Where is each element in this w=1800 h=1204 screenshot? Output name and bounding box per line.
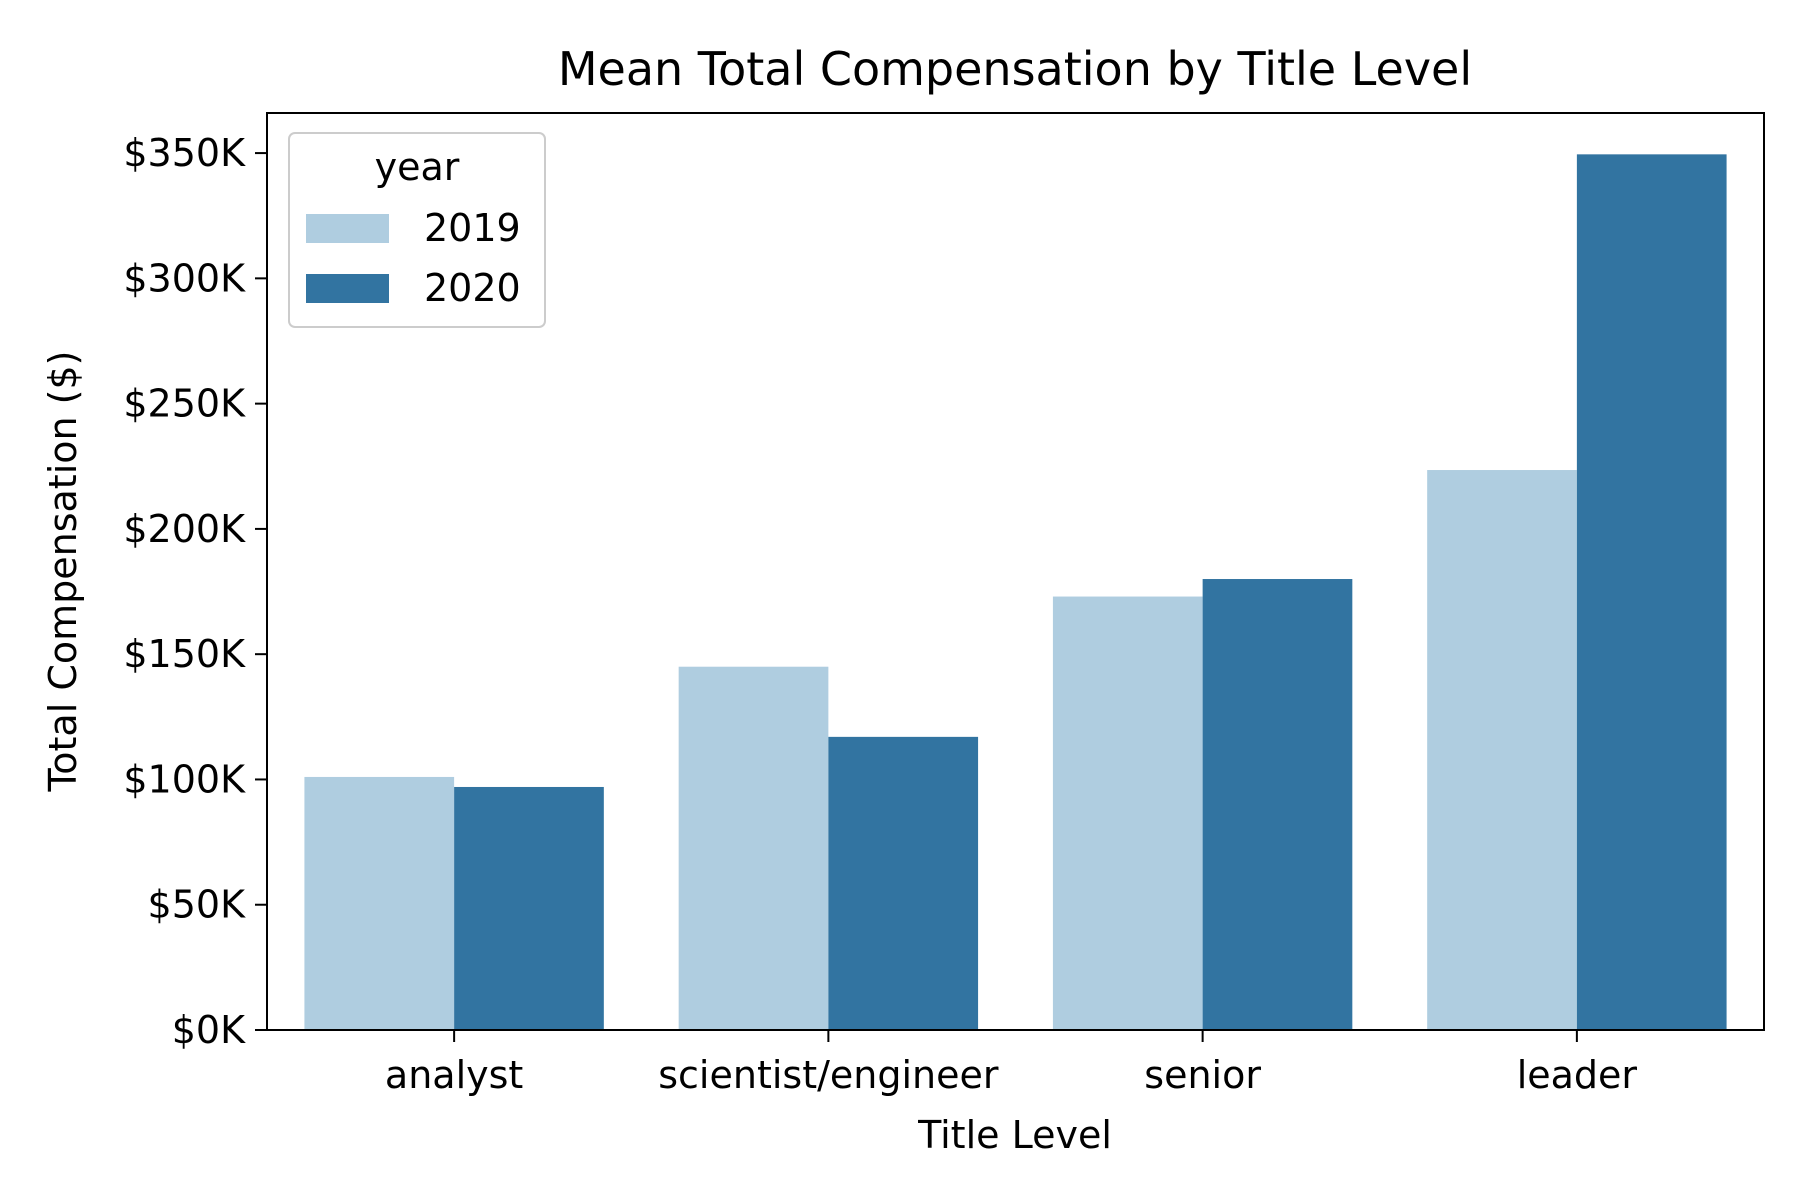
bar-scientist-engineer-2020 (828, 736, 979, 1030)
bar-leader-2020 (1576, 154, 1727, 1031)
y-tick-label: $50K (148, 883, 247, 927)
legend-swatch-2019 (306, 214, 389, 243)
chart-title: Mean Total Compensation by Title Level (558, 42, 1472, 96)
x-tick-label: senior (1144, 1053, 1261, 1097)
bar-senior-2019 (1052, 596, 1203, 1030)
x-axis-label: Title Level (917, 1113, 1112, 1157)
x-tick-label: analyst (385, 1053, 523, 1097)
bar-analyst-2019 (304, 776, 455, 1030)
y-axis-label: Total Compensation ($) (41, 351, 85, 793)
y-tick-label: $150K (123, 632, 246, 676)
legend-swatch-2020 (306, 274, 389, 303)
y-tick-label: $350K (123, 131, 246, 175)
bar-senior-2020 (1202, 579, 1353, 1030)
x-tick-label: scientist/engineer (658, 1053, 999, 1097)
bars (304, 154, 1727, 1031)
x-tick-label: leader (1517, 1053, 1638, 1097)
bar-leader-2019 (1427, 470, 1577, 1030)
bar-analyst-2020 (454, 786, 604, 1030)
plot-frame (266, 112, 1765, 1031)
bar-scientist-engineer-2019 (678, 666, 829, 1030)
legend-label-2020: 2020 (424, 266, 521, 310)
y-tick-label: $250K (123, 382, 246, 426)
legend-label-2019: 2019 (424, 206, 521, 250)
y-axis: $0K $50K $100K $150K $200K $250K $300K $350K (123, 131, 267, 1052)
legend-entries: 2019 2020 (306, 206, 521, 310)
y-tick-label: $300K (123, 256, 246, 300)
y-tick-label: $100K (123, 757, 246, 801)
x-axis: analyst scientist/engineer senior leader (385, 1030, 1637, 1097)
y-tick-label: $0K (172, 1008, 246, 1052)
legend: year 2019 2020 (288, 132, 546, 328)
y-tick-label: $200K (123, 507, 246, 551)
legend-title: year (375, 145, 460, 189)
